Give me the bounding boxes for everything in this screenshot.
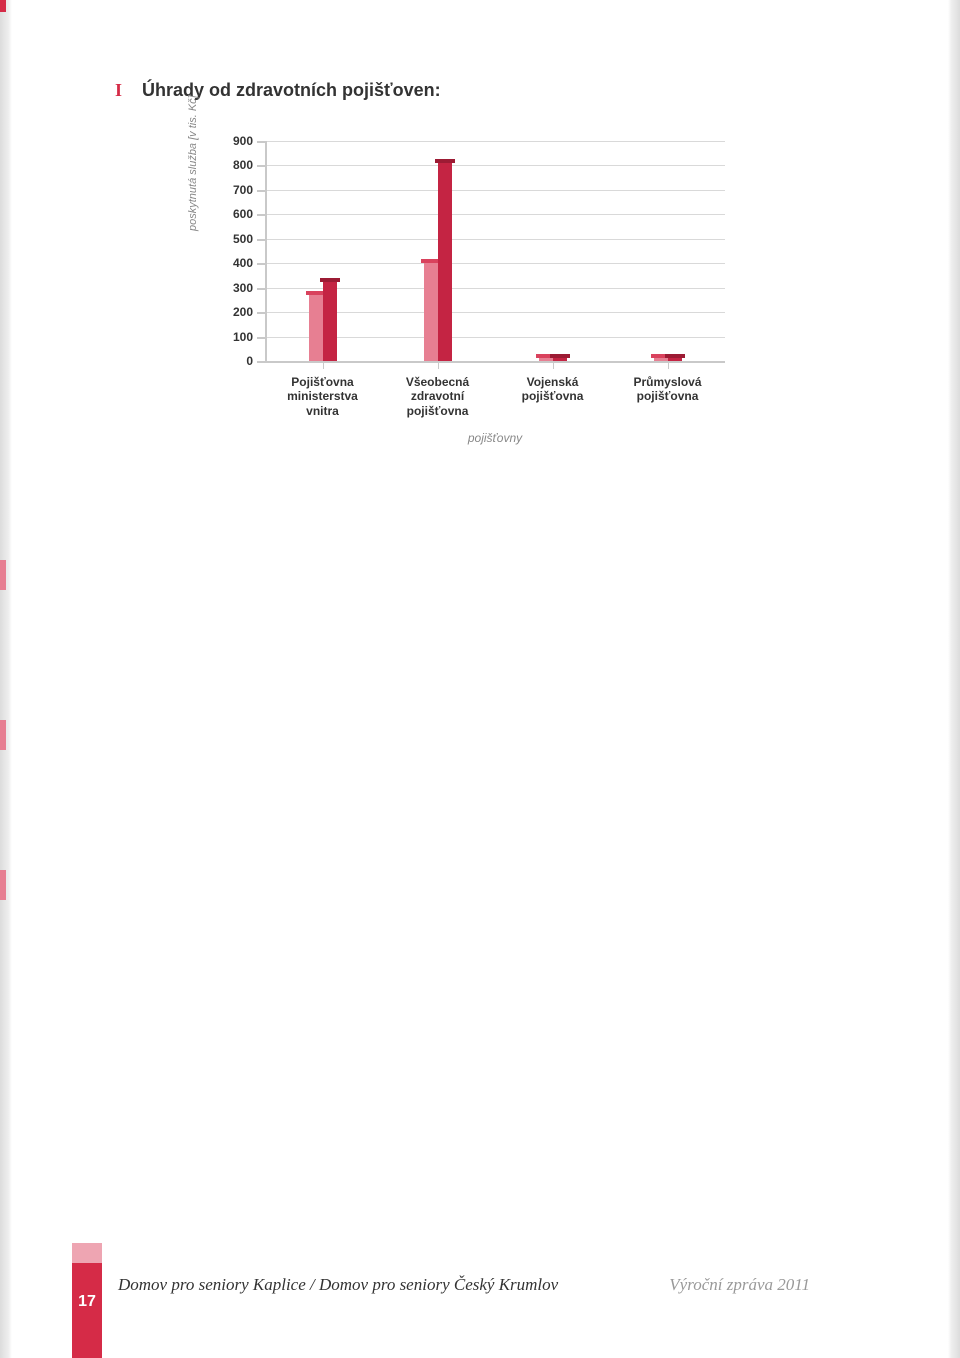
section-heading: I Úhrady od zdravotních pojišťoven:	[115, 80, 845, 101]
y-tick-label: 500	[233, 232, 267, 246]
y-tick-label: 800	[233, 158, 267, 172]
y-tick-label: 0	[246, 354, 267, 368]
chart-plot-area: 9008007006005004003002001000 Pojišťovnam…	[265, 141, 725, 361]
chart-bar	[438, 163, 452, 361]
chart-bar	[309, 295, 323, 361]
y-tick-label: 600	[233, 207, 267, 221]
x-category-label: Všeobecnázdravotnípojišťovna	[380, 361, 495, 418]
x-axis-label: pojišťovny	[265, 431, 725, 445]
chart-bar	[424, 263, 438, 361]
footer-left-text: Domov pro seniory Kaplice / Domov pro se…	[118, 1275, 558, 1295]
chart-category: Průmyslovápojišťovna	[610, 141, 725, 361]
y-tick-label: 300	[233, 281, 267, 295]
footer-right-text: Výroční zpráva 2011	[669, 1275, 810, 1295]
left-margin-marks	[0, 0, 6, 1358]
x-category-label: Pojišťovnaministerstvavnitra	[265, 361, 380, 418]
page-content: I Úhrady od zdravotních pojišťoven: posk…	[115, 80, 845, 445]
y-tick-label: 400	[233, 256, 267, 270]
y-tick-label: 700	[233, 183, 267, 197]
page-number: 17	[78, 1293, 96, 1311]
page-footer: 17 Domov pro seniory Kaplice / Domov pro…	[0, 1263, 960, 1323]
chart-category: Všeobecnázdravotnípojišťovna	[380, 141, 495, 361]
x-category-label: Průmyslovápojišťovna	[610, 361, 725, 404]
y-tick-label: 100	[233, 330, 267, 344]
y-tick-label: 900	[233, 134, 267, 148]
chart-category: Vojenskápojišťovna	[495, 141, 610, 361]
heading-bullet: I	[115, 80, 122, 101]
y-axis-label: poskytnutá služba [v tis. Kč]	[187, 95, 199, 231]
chart-bar	[323, 282, 337, 361]
chart-bars: PojišťovnaministerstvavnitraVšeobecnázdr…	[265, 141, 725, 361]
x-category-label: Vojenskápojišťovna	[495, 361, 610, 404]
page-right-edge	[948, 0, 960, 1358]
page-number-tab: 17	[72, 1263, 102, 1358]
chart-category: Pojišťovnaministerstvavnitra	[265, 141, 380, 361]
chart-container: poskytnutá služba [v tis. Kč] 9008007006…	[205, 141, 845, 445]
y-tick-label: 200	[233, 305, 267, 319]
